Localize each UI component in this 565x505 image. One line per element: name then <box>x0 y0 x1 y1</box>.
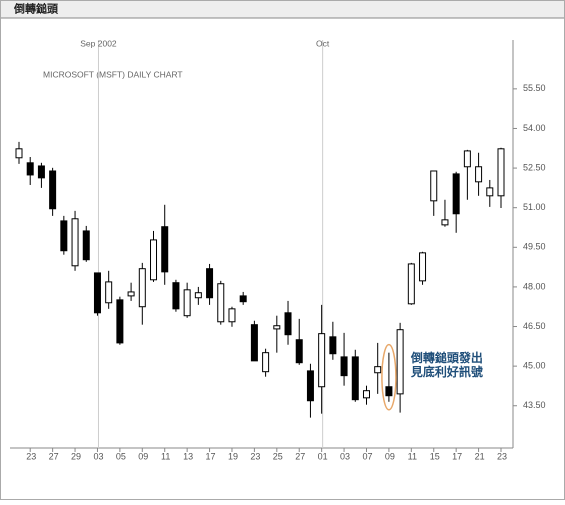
candle-body <box>329 336 337 355</box>
candle-body <box>452 173 460 215</box>
callout-text: 倒轉鎚頭發出 <box>410 350 483 365</box>
candle-body <box>419 252 427 282</box>
candle-body <box>273 325 281 330</box>
x-tick-label: 03 <box>93 451 103 461</box>
candle-body <box>93 272 101 314</box>
candle-body <box>318 333 326 388</box>
y-tick-label: 48.00 <box>523 281 546 291</box>
candle-body <box>463 150 471 168</box>
candle-body <box>217 283 225 323</box>
chart-subtitle: MICROSOFT (MSFT) DAILY CHART <box>43 69 183 79</box>
candle-body <box>351 356 359 401</box>
candle-body <box>441 219 449 226</box>
x-tick-label: 17 <box>452 451 462 461</box>
candle-body <box>284 312 292 336</box>
candle-body <box>262 352 270 373</box>
x-tick-label: 23 <box>26 451 36 461</box>
candle-body <box>49 170 57 210</box>
x-tick-label: 29 <box>71 451 81 461</box>
candle-body <box>206 268 214 299</box>
period-label: Oct <box>316 38 330 48</box>
candle-body <box>183 289 191 317</box>
x-tick-label: 09 <box>138 451 148 461</box>
x-tick-label: 11 <box>161 451 170 461</box>
x-tick-label: 27 <box>295 451 305 461</box>
candle-body <box>385 386 393 397</box>
candle-body <box>396 329 404 395</box>
x-tick-label: 03 <box>340 451 350 461</box>
y-tick-label: 52.50 <box>523 162 546 172</box>
y-tick-label: 54.00 <box>523 123 546 133</box>
chart-title: 倒轉鎚頭 <box>13 1 59 15</box>
candle-body <box>340 356 348 377</box>
x-tick-label: 19 <box>228 451 238 461</box>
candle-body <box>228 308 236 323</box>
x-tick-label: 09 <box>385 451 395 461</box>
x-tick-label: 21 <box>475 451 485 461</box>
candle-body <box>127 291 135 297</box>
x-tick-label: 23 <box>250 451 260 461</box>
x-tick-label: 13 <box>183 451 193 461</box>
candle-body <box>475 166 483 183</box>
period-label: Sep 2002 <box>80 38 117 48</box>
candle-body <box>26 162 34 176</box>
y-tick-label: 46.50 <box>523 321 546 331</box>
x-tick-label: 17 <box>206 451 216 461</box>
callout-ring <box>381 343 397 411</box>
y-tick-label: 43.50 <box>523 400 546 410</box>
header-bar <box>1 1 564 18</box>
candle-body <box>374 366 382 374</box>
y-tick-label: 49.50 <box>523 242 546 252</box>
candle-body <box>486 187 494 197</box>
candle-body <box>239 295 247 303</box>
y-tick-label: 55.50 <box>523 83 546 93</box>
x-tick-label: 07 <box>362 451 372 461</box>
callout-text: 見底利好訊號 <box>410 364 483 379</box>
candle-body <box>150 239 158 281</box>
candle-body <box>138 268 146 308</box>
x-tick-label: 05 <box>116 451 126 461</box>
candle-body <box>194 292 202 299</box>
x-tick-label: 27 <box>49 451 59 461</box>
x-tick-label: 23 <box>497 451 507 461</box>
candle-body <box>116 299 124 344</box>
candle-body <box>407 263 415 305</box>
candle-body <box>37 165 45 179</box>
x-tick-label: 15 <box>430 451 440 461</box>
candle-body <box>71 218 79 267</box>
candle-body <box>82 230 90 261</box>
candle-body <box>172 282 180 310</box>
candle-body <box>362 390 370 399</box>
candle-body <box>15 148 23 159</box>
candle-body <box>161 226 169 273</box>
x-tick-label: 01 <box>318 451 328 461</box>
candle-body <box>306 370 314 402</box>
y-tick-label: 45.00 <box>523 361 546 371</box>
candle-body <box>430 170 438 202</box>
y-tick-label: 51.00 <box>523 202 546 212</box>
candle-body <box>105 281 113 304</box>
x-tick-label: 11 <box>408 451 417 461</box>
x-tick-label: 25 <box>273 451 283 461</box>
candle-body <box>60 220 68 252</box>
candle-body <box>250 324 258 362</box>
candle-body <box>497 148 505 197</box>
candle-body <box>295 339 303 364</box>
